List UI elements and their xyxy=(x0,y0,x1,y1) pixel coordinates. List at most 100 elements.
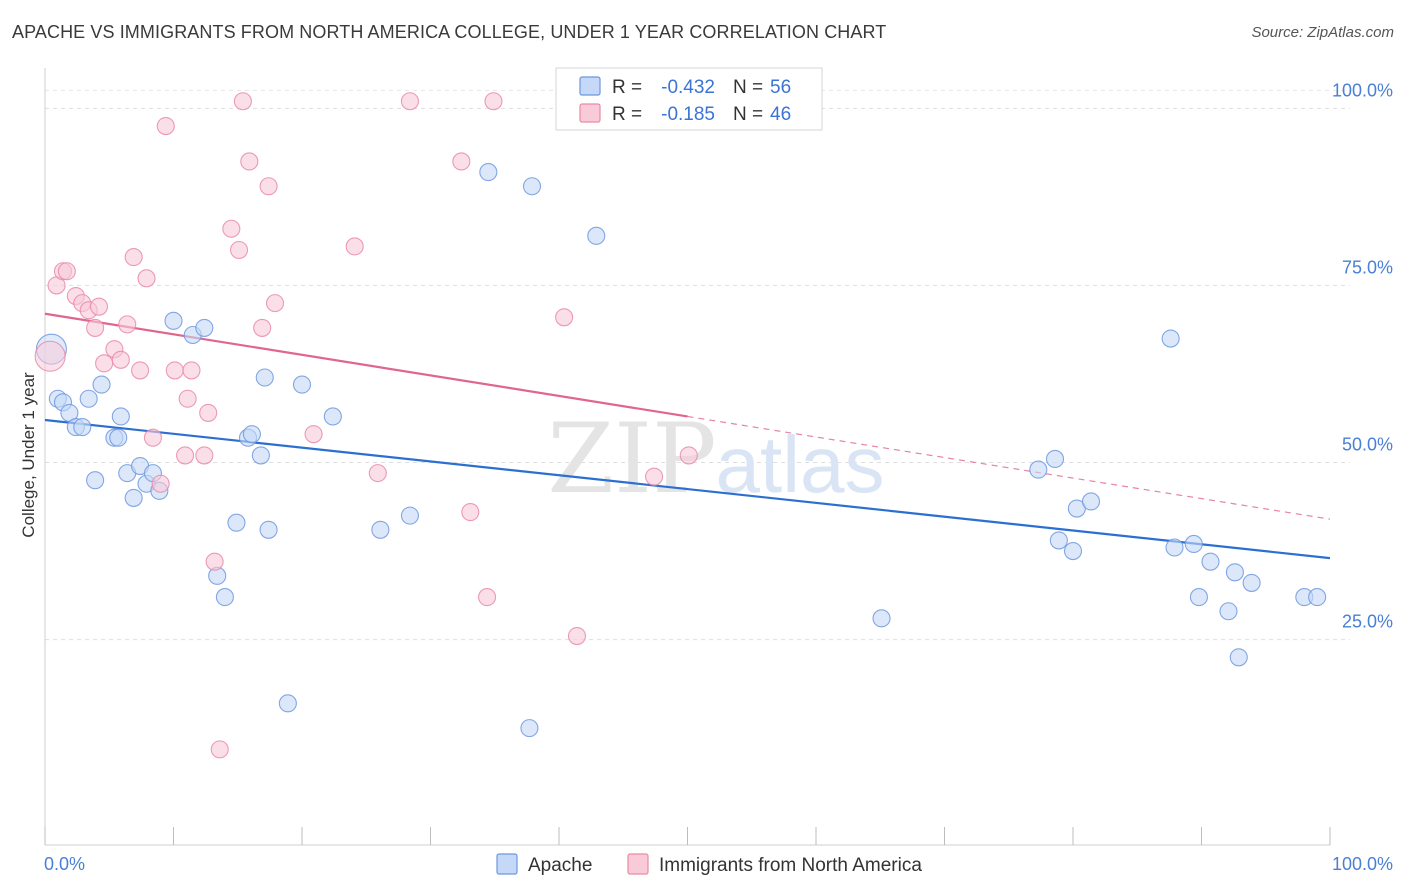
point-series-0 xyxy=(92,375,111,394)
legend-r-label: R = xyxy=(612,77,642,98)
series-legend-swatch xyxy=(627,853,649,875)
point-series-0 xyxy=(1165,538,1184,557)
point-series-1 xyxy=(222,219,241,238)
y-tick-label: 100.0% xyxy=(1332,80,1393,100)
point-series-0 xyxy=(1063,541,1083,561)
trend-lines xyxy=(44,312,1331,560)
point-series-1 xyxy=(567,626,587,646)
point-series-0 xyxy=(164,311,183,330)
series-legend-label: Apache xyxy=(528,855,592,876)
point-series-0 xyxy=(587,226,606,245)
point-series-1 xyxy=(89,297,109,316)
point-series-0 xyxy=(195,318,214,337)
point-series-0 xyxy=(1225,563,1244,582)
point-series-0 xyxy=(259,520,278,539)
point-series-0 xyxy=(1308,588,1327,607)
legend-r-value: -0.432 xyxy=(661,77,715,98)
stats-legend: R = -0.432 N = 56 R = -0.185 N = 46 xyxy=(555,67,823,131)
point-series-1 xyxy=(233,92,252,111)
point-series-0 xyxy=(1161,329,1180,348)
point-series-0 xyxy=(1029,460,1048,479)
point-series-1 xyxy=(195,446,214,465)
y-tick-label: 75.0% xyxy=(1342,257,1393,277)
point-series-1 xyxy=(477,588,497,607)
point-series-0 xyxy=(86,471,105,490)
trend-line-1 xyxy=(44,312,688,418)
point-series-1 xyxy=(229,240,249,260)
point-series-1 xyxy=(253,318,272,337)
point-series-1 xyxy=(137,269,156,288)
grid-lines xyxy=(45,89,1350,641)
point-series-0 xyxy=(111,407,130,426)
point-series-0 xyxy=(1045,449,1065,469)
y-tick-label: 50.0% xyxy=(1342,435,1393,455)
point-series-1 xyxy=(645,467,664,486)
point-series-1 xyxy=(259,177,278,196)
series-legend: Apache Immigrants from North America xyxy=(496,853,922,876)
point-series-1 xyxy=(461,503,480,522)
point-series-1 xyxy=(304,425,323,444)
point-series-1 xyxy=(176,446,195,465)
series-legend-label: Immigrants from North America xyxy=(659,855,922,876)
point-series-0 xyxy=(278,694,297,713)
point-series-1 xyxy=(555,308,574,327)
point-series-0 xyxy=(522,177,542,196)
point-series-0 xyxy=(109,428,128,447)
point-series-1 xyxy=(131,361,150,380)
point-series-1 xyxy=(199,403,218,422)
point-series-1 xyxy=(484,92,503,111)
legend-n-label: N = xyxy=(733,77,763,98)
point-series-0 xyxy=(73,418,92,437)
point-series-1 xyxy=(118,315,137,334)
point-series-1 xyxy=(210,740,229,759)
legend-swatch xyxy=(579,76,601,96)
legend-swatch xyxy=(579,103,601,123)
data-points xyxy=(34,92,1327,759)
point-series-1 xyxy=(156,116,175,136)
point-series-0 xyxy=(400,506,419,525)
point-series-0 xyxy=(79,389,98,408)
point-series-0 xyxy=(292,375,312,394)
point-series-0 xyxy=(227,513,246,532)
point-series-0 xyxy=(1184,534,1203,554)
chart-title: APACHE VS IMMIGRANTS FROM NORTH AMERICA … xyxy=(12,22,887,42)
point-series-0 xyxy=(1189,588,1208,607)
point-series-1 xyxy=(124,248,143,267)
trend-line-extension-1 xyxy=(687,415,1331,520)
legend-n-value: 46 xyxy=(770,104,791,125)
x-tick-labels: 0.0% 100.0% xyxy=(44,854,1393,874)
trend-line-0 xyxy=(44,418,1331,560)
point-series-0 xyxy=(1242,573,1261,592)
y-tick-label: 25.0% xyxy=(1342,612,1393,632)
legend-n-label: N = xyxy=(733,104,763,125)
point-series-1 xyxy=(95,354,114,373)
point-series-1 xyxy=(400,92,419,111)
point-series-1 xyxy=(182,361,201,380)
point-series-1 xyxy=(151,474,170,493)
point-series-0 xyxy=(479,163,498,182)
point-series-1 xyxy=(86,318,105,337)
point-series-1 xyxy=(34,340,66,372)
point-series-0 xyxy=(1081,492,1101,511)
legend-r-value: -0.185 xyxy=(661,104,715,125)
point-series-0 xyxy=(255,368,274,387)
legend-r-label: R = xyxy=(612,104,642,125)
point-series-0 xyxy=(251,446,270,465)
point-series-0 xyxy=(371,520,390,539)
point-series-0 xyxy=(1229,648,1248,667)
y-axis-label: College, Under 1 year xyxy=(19,372,38,538)
point-series-0 xyxy=(1067,499,1086,518)
point-series-0 xyxy=(323,407,342,426)
point-series-0 xyxy=(242,425,261,444)
legend-n-value: 56 xyxy=(770,77,791,98)
point-series-1 xyxy=(452,152,471,171)
point-series-0 xyxy=(215,588,234,607)
point-series-0 xyxy=(520,719,539,738)
point-series-0 xyxy=(1049,531,1068,550)
point-series-1 xyxy=(368,464,387,483)
series-legend-swatch xyxy=(496,853,518,875)
point-series-0 xyxy=(872,609,891,628)
y-tick-labels: 25.0% 50.0% 75.0% 100.0% xyxy=(1332,80,1393,631)
